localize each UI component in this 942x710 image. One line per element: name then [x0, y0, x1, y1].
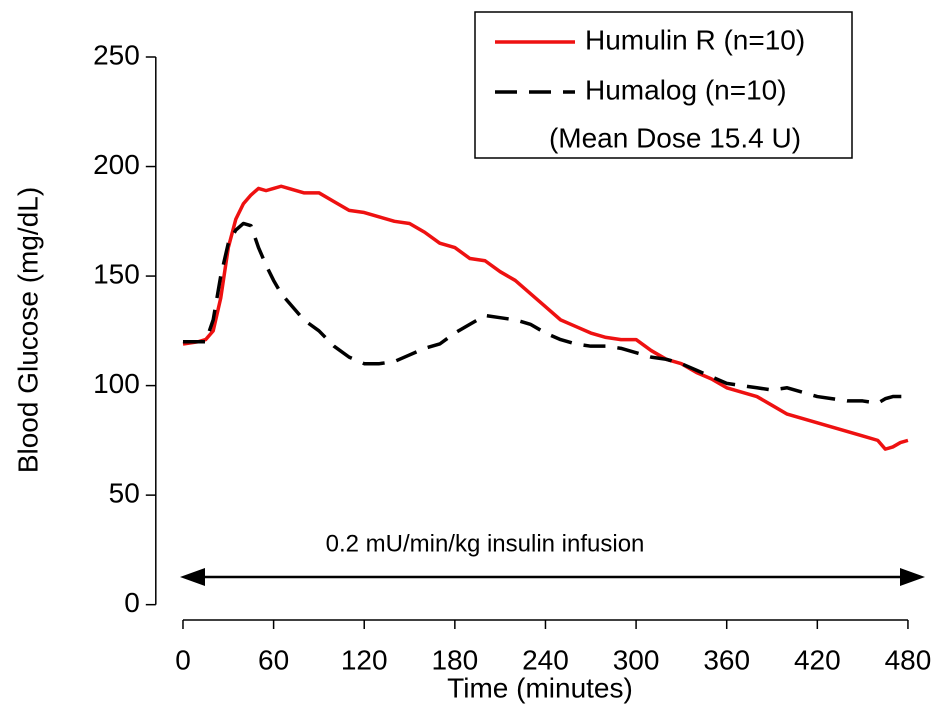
x-axis-title: Time (minutes): [447, 672, 633, 703]
arrow-head: [180, 568, 205, 586]
y-tick-label: 0: [124, 587, 140, 618]
series-line: [182, 184, 909, 451]
series-line: [182, 221, 908, 405]
legend-label: Humalog (n=10): [585, 74, 787, 105]
x-tick-label: 60: [258, 644, 289, 675]
x-tick-label: 180: [431, 644, 478, 675]
x-tick-label: 0: [175, 644, 191, 675]
y-tick-label: 200: [93, 149, 140, 180]
y-axis-title: Blood Glucose (mg/dL): [12, 187, 43, 473]
legend-label: Humulin R (n=10): [585, 24, 805, 55]
y-tick-label: 50: [109, 478, 140, 509]
y-tick-label: 100: [93, 368, 140, 399]
annotation: 0.2 mU/min/kg insulin infusion: [326, 530, 645, 557]
legend-note: (Mean Dose 15.4 U): [549, 122, 801, 153]
x-tick-label: 480: [885, 644, 932, 675]
x-tick-label: 420: [794, 644, 841, 675]
y-tick-label: 250: [93, 39, 140, 70]
x-tick-label: 300: [613, 644, 660, 675]
arrow-head: [900, 568, 925, 586]
y-tick-label: 150: [93, 258, 140, 289]
x-tick-label: 360: [703, 644, 750, 675]
x-tick-label: 120: [341, 644, 388, 675]
infusion-arrow: [180, 568, 925, 586]
legend-box: [474, 11, 853, 159]
x-tick-label: 240: [522, 644, 569, 675]
